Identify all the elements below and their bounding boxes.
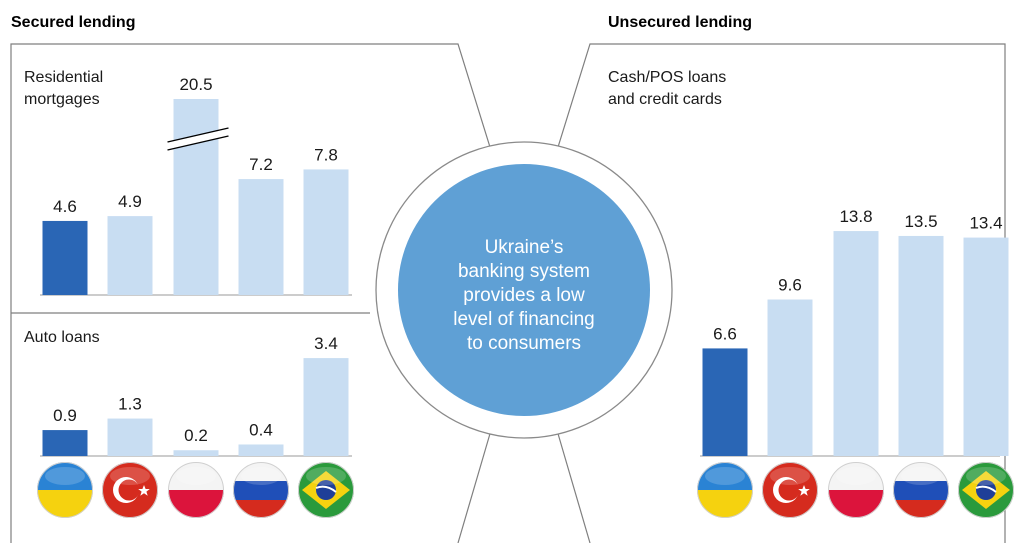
- bar: [238, 444, 284, 456]
- bar: [303, 358, 349, 456]
- russia-flag-icon: [233, 462, 289, 518]
- bar: [963, 237, 1009, 456]
- data-label: 0.9: [53, 406, 77, 425]
- ukraine-flag-icon: [697, 462, 753, 518]
- turkey-flag-icon: [102, 462, 158, 518]
- center-text-line: Ukraine’s: [485, 237, 564, 258]
- data-label: 0.2: [184, 426, 208, 445]
- flags-row-left: [37, 462, 354, 518]
- bar: [303, 169, 349, 295]
- data-label: 1.3: [118, 395, 142, 414]
- bar: [42, 220, 88, 295]
- data-label: 0.4: [249, 420, 273, 439]
- data-label: 13.5: [904, 212, 937, 231]
- brazil-flag-icon: [298, 462, 354, 518]
- auto-loans-chart: Auto loans 0.9 1.3 0.2 0.4 3.4: [24, 329, 352, 457]
- data-label: 20.5: [179, 75, 212, 94]
- center-text-line: provides a low: [463, 285, 585, 306]
- chart-title: Auto loans: [24, 329, 100, 346]
- center-text-line: level of financing: [453, 309, 595, 330]
- cash-pos-chart: Cash/POS loans and credit cards 6.6 9.6 13.8…: [608, 69, 1009, 457]
- data-label: 7.8: [314, 145, 338, 164]
- chart-title: Residential: [24, 69, 103, 86]
- data-label: 9.6: [778, 276, 802, 295]
- data-label: 7.2: [249, 155, 273, 174]
- poland-flag-icon: [168, 462, 224, 518]
- bar: [173, 450, 219, 456]
- data-label: 6.6: [713, 324, 737, 343]
- mortgages-chart: Residential mortgages 4.6 4.9 20.5 7.2 7.8: [24, 69, 352, 296]
- data-label: 4.9: [118, 192, 142, 211]
- bar: [107, 418, 153, 456]
- data-label: 13.4: [969, 214, 1002, 233]
- unsecured-lending-header: Unsecured lending: [608, 14, 752, 31]
- chart-title: and credit cards: [608, 91, 722, 108]
- bar: [833, 231, 879, 456]
- center-text-line: to consumers: [467, 333, 581, 354]
- bar: [42, 430, 88, 456]
- bar: [173, 99, 219, 295]
- data-label: 13.8: [839, 207, 872, 226]
- poland-flag-icon: [828, 462, 884, 518]
- chart-title: mortgages: [24, 91, 100, 108]
- secured-lending-header: Secured lending: [11, 14, 135, 31]
- bar: [702, 348, 748, 456]
- bar: [238, 179, 284, 295]
- bar: [107, 216, 153, 295]
- flags-row-right: [697, 462, 1014, 518]
- center-circle: [398, 164, 650, 416]
- russia-flag-icon: [893, 462, 949, 518]
- chart-title: Cash/POS loans: [608, 69, 726, 86]
- axis-break-mark: [167, 127, 229, 151]
- bar: [898, 235, 944, 456]
- center-text-line: banking system: [458, 261, 590, 282]
- turkey-flag-icon: [762, 462, 818, 518]
- brazil-flag-icon: [958, 462, 1014, 518]
- data-label: 4.6: [53, 197, 77, 216]
- ukraine-flag-icon: [37, 462, 93, 518]
- bar: [767, 299, 813, 456]
- center-message: Ukraine’s banking system provides a low lev…: [453, 237, 595, 354]
- data-label: 3.4: [314, 334, 338, 353]
